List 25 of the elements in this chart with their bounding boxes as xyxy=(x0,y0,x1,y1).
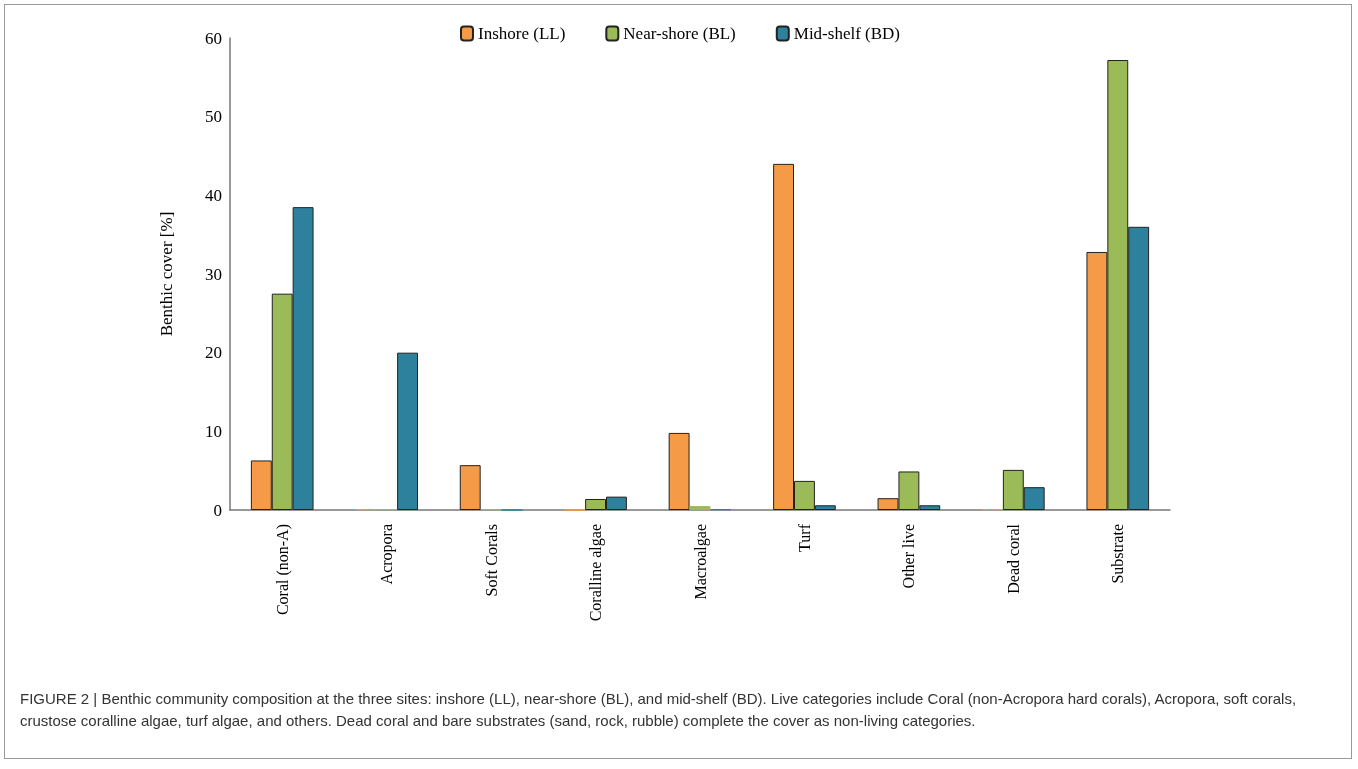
x-tick-label: Coralline algae xyxy=(587,524,606,622)
y-tick-label: 20 xyxy=(205,343,222,363)
x-tick-label: Acropora xyxy=(378,524,397,585)
bar xyxy=(689,506,711,510)
x-tick-label: Coral (non-A) xyxy=(273,524,292,616)
y-tick-label: 0 xyxy=(213,500,222,520)
y-tick-label: 40 xyxy=(205,185,222,205)
x-tick-label: Other live xyxy=(900,524,918,589)
legend-label: Near-shore (BL) xyxy=(623,24,736,43)
y-tick-label: 50 xyxy=(205,107,222,127)
y-tick-label: 10 xyxy=(205,421,222,441)
y-tick-label: 60 xyxy=(205,28,222,48)
x-tick-label: Soft Corals xyxy=(482,524,500,597)
bar xyxy=(397,352,418,510)
x-tick-label: Turf xyxy=(795,523,813,552)
x-tick-label: Macroalgae xyxy=(691,524,710,600)
bar xyxy=(459,465,481,510)
y-tick-label: 30 xyxy=(205,264,222,284)
legend-label: Mid-shelf (BD) xyxy=(793,24,901,43)
x-tick-label: Substrate xyxy=(1109,524,1127,584)
legend-label: Inshore (LL) xyxy=(477,24,566,43)
caption: FIGURE 2 | Benthic community composition at the three sites: inshore (LL), near-shore (BL), and mid-shelf (BD). Live categories include Coral (non-Acropora hard corals), Acropora, soft corals, crustose coralline algae, turf algae, and others. Dead coral and bare substrates (sand, rock, rubble) complete the cover as non-living categories. xyxy=(20,689,1298,731)
x-tick-label: Dead coral xyxy=(1004,523,1022,594)
y-axis-title: Benthic cover [%] xyxy=(157,211,176,337)
bar xyxy=(668,432,690,510)
